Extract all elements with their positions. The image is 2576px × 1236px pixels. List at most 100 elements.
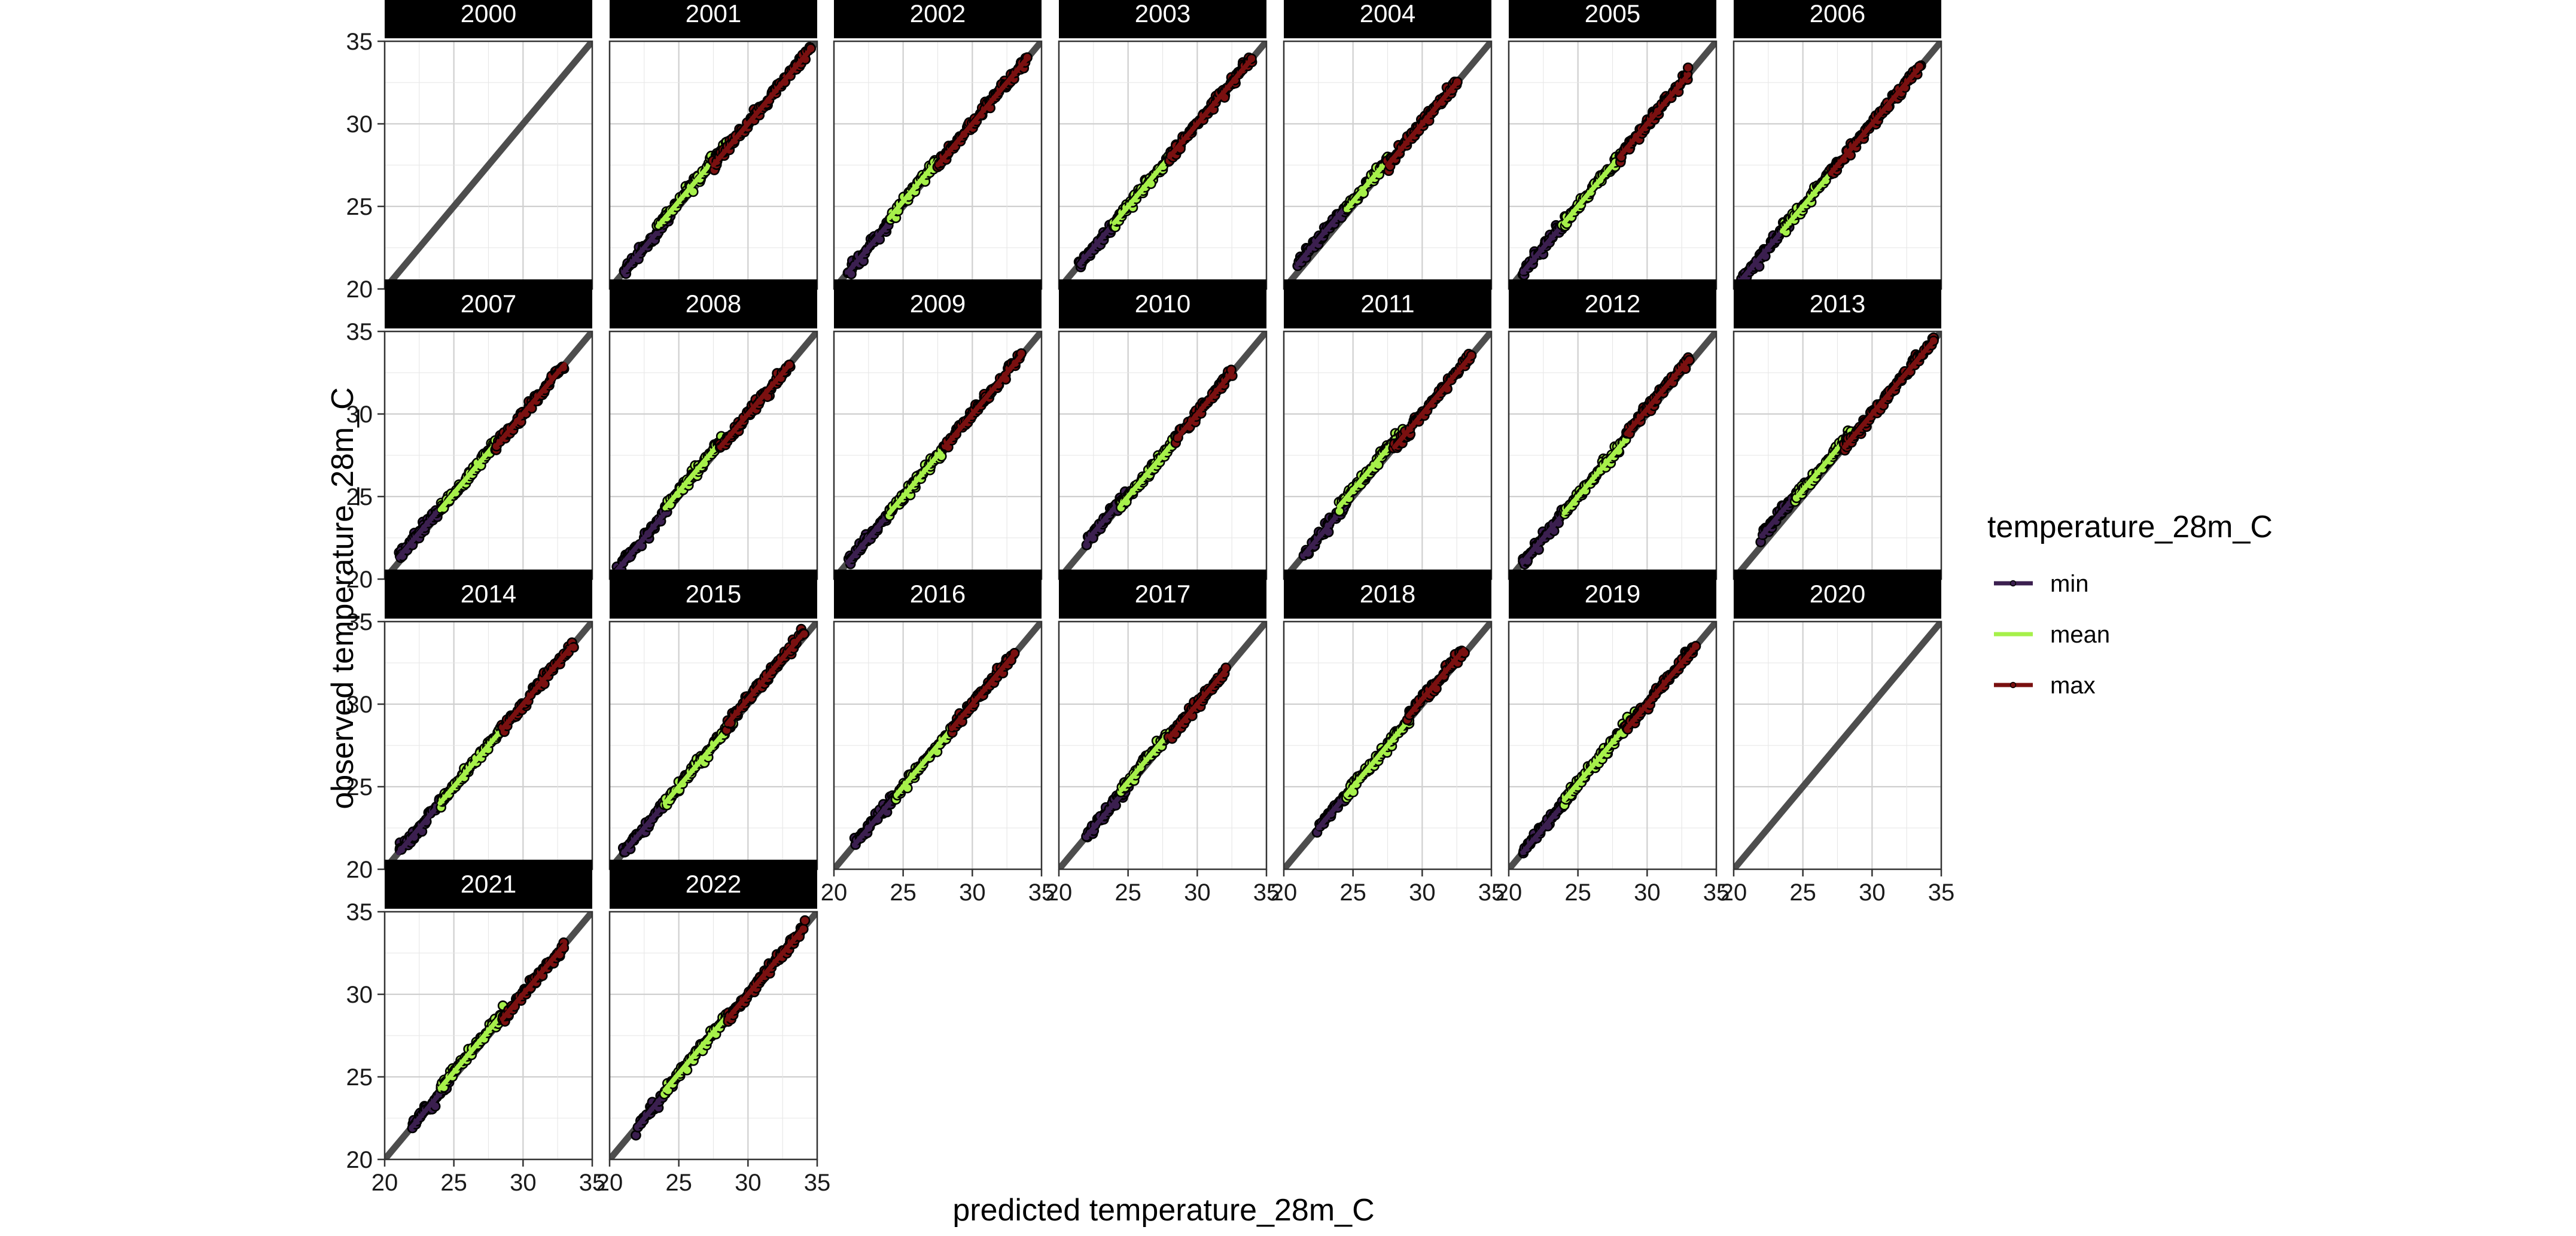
series-max	[1388, 349, 1477, 453]
series-max	[1381, 77, 1463, 176]
series-mean	[1777, 157, 1844, 238]
x-axis-title: predicted temperature_28m_C	[952, 1193, 1374, 1228]
panel-plot-area	[1059, 41, 1266, 289]
trend-line-mean	[1119, 729, 1173, 793]
panel-plot-area	[1509, 331, 1716, 579]
trend-line-max	[1842, 337, 1937, 450]
series-max	[723, 915, 811, 1027]
facet-strip	[1509, 570, 1716, 619]
series-mean	[1558, 430, 1632, 520]
trend-line-mean	[1344, 718, 1411, 797]
facet-panel-2000: 2000 20 25 30 35	[346, 0, 593, 303]
facet-strip	[610, 860, 817, 909]
trend-line-mean	[1561, 715, 1636, 803]
facet-strip-label: 2002	[910, 0, 966, 28]
series-mean	[1557, 148, 1626, 232]
y-tick-label: 35	[346, 29, 373, 55]
x-tick-label: 30	[1634, 879, 1661, 906]
x-tick-label: 35	[1253, 879, 1280, 906]
trend-line-max	[500, 942, 567, 1022]
y-tick-label: 25	[346, 194, 373, 220]
trend-line-max	[724, 926, 806, 1022]
x-tick-label: 20	[1496, 879, 1523, 906]
series-max	[497, 937, 570, 1027]
panel-plot-area	[1059, 622, 1266, 869]
x-tick-label: 20	[821, 879, 848, 906]
series-max	[1402, 646, 1470, 725]
x-tick-label: 30	[1184, 879, 1211, 906]
panel-plot-area	[385, 41, 592, 289]
y-tick-label: 20	[346, 567, 373, 593]
trend-line-max	[1392, 354, 1473, 450]
panel-border	[1508, 620, 1718, 870]
x-tick-label: 35	[1928, 879, 1955, 906]
trend-line-max	[1385, 80, 1460, 168]
facet-panel-2002: 2002	[833, 0, 1043, 290]
x-tick-label: 25	[890, 879, 916, 906]
panel-plot-area	[834, 622, 1042, 869]
series-min	[1518, 787, 1577, 858]
trend-line-mean	[437, 1012, 505, 1091]
panel-plot-area	[1734, 622, 1941, 869]
facet-strip-label: 2006	[1810, 0, 1865, 28]
facet-strip	[1059, 279, 1266, 328]
x-tick-label: 35	[579, 1170, 606, 1196]
x-tick-label: 30	[510, 1170, 537, 1196]
panel-plot-area	[385, 622, 592, 869]
y-tick-label: 35	[346, 899, 373, 926]
facet-strip	[385, 570, 592, 619]
x-tick-label: 25	[440, 1170, 467, 1196]
y-tick-label: 25	[346, 484, 373, 510]
trend-line-max	[1624, 357, 1691, 437]
trend-line-min	[396, 506, 443, 561]
facet-strip	[1734, 570, 1941, 619]
trend-line-min	[845, 510, 892, 565]
trend-line-min	[614, 510, 668, 574]
x-tick-label: 25	[1789, 879, 1816, 906]
trend-line-max	[1174, 370, 1235, 442]
y-tick-label: 20	[346, 1147, 373, 1173]
facet-strip-label: 2015	[686, 580, 741, 608]
facet-panel-2021: 2021 20 25 30 35 20 25 30 35	[346, 860, 606, 1196]
facet-strip-label: 2013	[1810, 290, 1865, 318]
panel-border	[833, 620, 1043, 870]
facet-strip-label: 2000	[461, 0, 516, 28]
shared-axes: predicted temperature_28m_C observed tem…	[325, 387, 1375, 1228]
facet-panel-2018: 2018 20 25 30 35	[1271, 570, 1505, 906]
facet-panel-2011: 2011	[1283, 279, 1493, 580]
facet-panel-2004: 2004	[1283, 0, 1493, 290]
facet-panel-2001: 2001	[608, 0, 818, 290]
y-tick-label: 20	[346, 276, 373, 303]
series-max	[1621, 352, 1695, 439]
panel-border	[608, 911, 818, 1161]
legend-item-max: max	[1994, 672, 2096, 699]
facet-panel-2010: 2010	[1058, 279, 1268, 580]
facet-strip	[1734, 279, 1941, 328]
trend-line-max	[1167, 668, 1228, 740]
series-max	[721, 623, 809, 736]
identity-line	[385, 41, 592, 289]
trend-line-max	[949, 652, 1016, 732]
facet-strip-label: 2011	[1360, 290, 1414, 318]
panel-border	[383, 911, 593, 1161]
facet-strip	[610, 0, 817, 38]
trend-line-min	[845, 220, 892, 275]
facet-strip-label: 2004	[1360, 0, 1415, 28]
facet-strip-label: 2022	[686, 870, 741, 898]
series-max	[714, 360, 796, 453]
panel-plot-area	[610, 331, 817, 579]
x-tick-label: 20	[1271, 879, 1298, 906]
legend-key-point	[2009, 580, 2017, 587]
facet-panel-2007: 2007 20 25 30 35	[346, 279, 593, 593]
trend-line-mean	[1344, 157, 1390, 212]
facet-strip	[1059, 0, 1266, 38]
facet-strip	[610, 570, 817, 619]
x-tick-label: 25	[1564, 879, 1591, 906]
facet-strip-label: 2012	[1585, 290, 1640, 318]
panel-plot-area	[1059, 331, 1266, 579]
series-max	[1838, 332, 1939, 456]
trend-line-max	[500, 644, 574, 732]
legend: temperature_28m_C min mean max	[1987, 510, 2273, 699]
panel-plot-area	[610, 912, 817, 1159]
